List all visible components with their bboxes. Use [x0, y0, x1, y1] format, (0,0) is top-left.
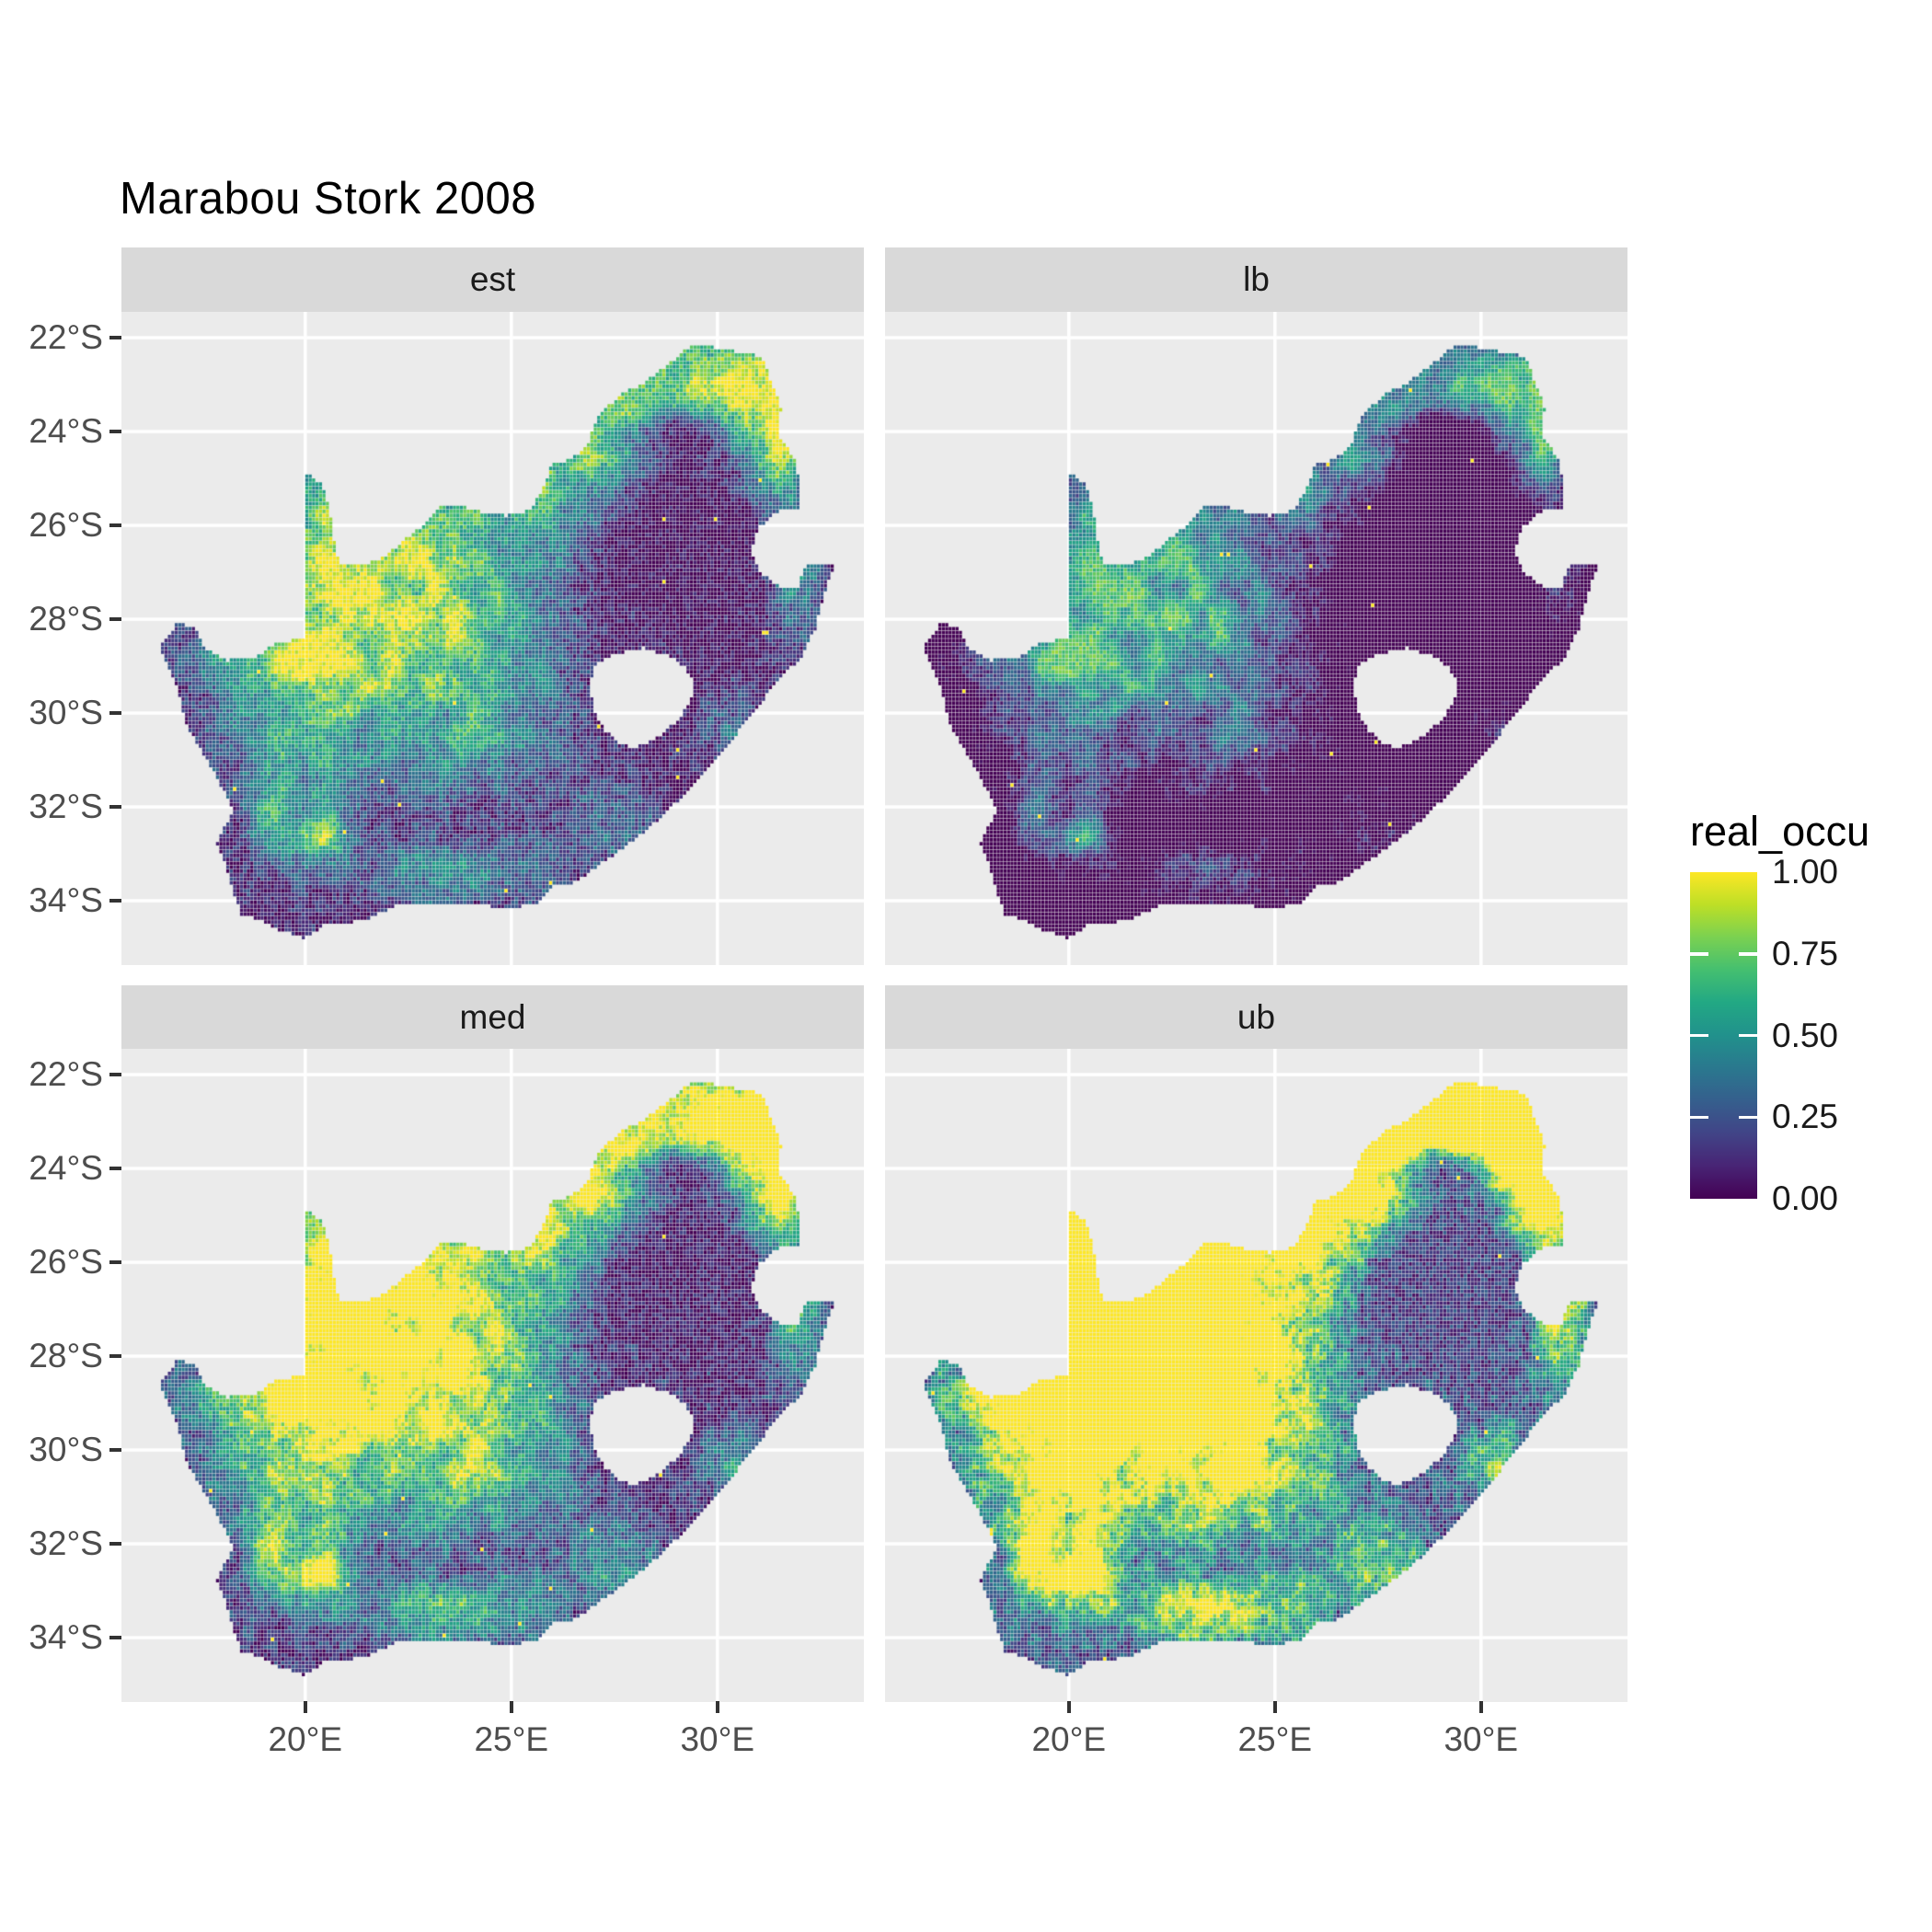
y-axis-tick-label: 34°S [29, 1618, 103, 1657]
legend-tick-mark [1739, 1033, 1757, 1038]
facet-strip-est: est [121, 247, 864, 312]
y-axis-tick-label: 32°S [29, 788, 103, 826]
x-axis-tick-label: 20°E [268, 1720, 343, 1758]
x-axis-tick-label: 25°E [474, 1720, 549, 1758]
y-axis-tick-label: 30°S [29, 694, 103, 732]
map-panel-lb [885, 312, 1627, 965]
x-axis-tick-mark [1272, 1701, 1277, 1713]
legend-tick-label: 0.25 [1772, 1098, 1839, 1136]
y-axis-tick-mark [109, 1448, 121, 1453]
facet-strip-lb: lb [885, 247, 1627, 312]
y-axis-tick-mark [109, 1636, 121, 1640]
legend-tick-mark [1739, 952, 1757, 956]
legend-title: real_occu [1690, 808, 1870, 855]
y-axis-tick-label: 28°S [29, 600, 103, 638]
facet-strip-label-ub: ub [1236, 998, 1276, 1036]
y-axis-tick-mark [109, 1260, 121, 1265]
legend-tick-label: 0.00 [1772, 1179, 1839, 1217]
x-axis-tick-label: 30°E [1443, 1720, 1519, 1758]
map-panel-est [121, 312, 864, 965]
legend-tick-mark [1690, 1115, 1708, 1119]
y-axis-tick-label: 30°S [29, 1431, 103, 1469]
x-axis-tick-mark [509, 1701, 513, 1713]
legend-tick-mark [1690, 1033, 1708, 1038]
y-axis-tick-label: 28°S [29, 1337, 103, 1375]
legend-tick-label: 0.50 [1772, 1016, 1839, 1054]
facet-strip-ub: ub [885, 985, 1627, 1050]
y-axis-tick-mark [109, 336, 121, 340]
y-axis-tick-label: 26°S [29, 506, 103, 545]
x-axis-tick-mark [303, 1701, 307, 1713]
y-axis-tick-label: 26°S [29, 1243, 103, 1282]
y-axis-tick-mark [109, 1542, 121, 1547]
y-axis-tick-label: 24°S [29, 412, 103, 451]
y-axis-tick-mark [109, 1073, 121, 1077]
y-axis-tick-mark [109, 430, 121, 434]
x-axis-tick-mark [1478, 1701, 1483, 1713]
x-axis-tick-label: 25°E [1237, 1720, 1313, 1758]
y-axis-tick-mark [109, 899, 121, 903]
facet-strip-med: med [121, 985, 864, 1050]
y-axis-tick-label: 32°S [29, 1524, 103, 1563]
plot-title: Marabou Stork 2008 [120, 174, 536, 224]
y-axis-tick-mark [109, 805, 121, 810]
legend-tick-mark [1690, 952, 1708, 956]
y-axis-tick-mark [109, 523, 121, 528]
x-axis-tick-mark [715, 1701, 719, 1713]
y-axis-tick-label: 34°S [29, 881, 103, 920]
facet-strip-label-med: med [459, 998, 526, 1036]
map-panel-med [121, 1049, 864, 1702]
x-axis-tick-label: 20°E [1031, 1720, 1107, 1758]
y-axis-tick-label: 22°S [29, 1055, 103, 1094]
map-panel-ub [885, 1049, 1627, 1702]
facet-strip-label-est: est [469, 260, 516, 298]
x-axis-tick-mark [1066, 1701, 1071, 1713]
legend-tick-mark [1739, 1115, 1757, 1119]
y-axis-tick-label: 22°S [29, 318, 103, 357]
legend-tick-label: 1.00 [1772, 853, 1839, 891]
y-axis-tick-mark [109, 1354, 121, 1359]
y-axis-tick-label: 24°S [29, 1149, 103, 1188]
y-axis-tick-mark [109, 1167, 121, 1171]
x-axis-tick-label: 30°E [680, 1720, 755, 1758]
y-axis-tick-mark [109, 711, 121, 716]
legend-tick-label: 0.75 [1772, 934, 1839, 972]
y-axis-tick-mark [109, 617, 121, 622]
facet-strip-label-lb: lb [1243, 260, 1270, 298]
